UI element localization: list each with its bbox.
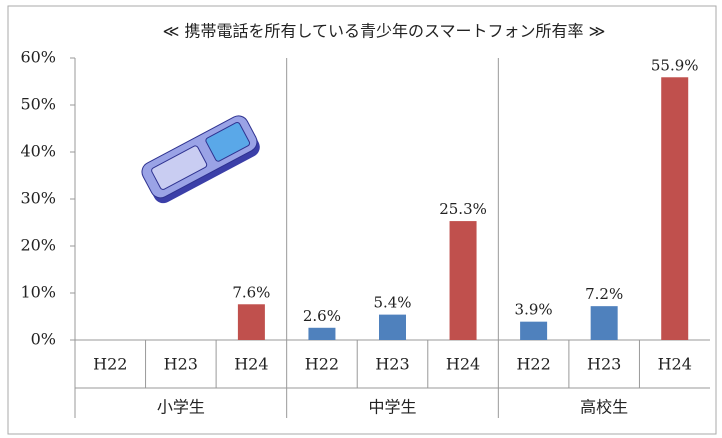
x-tick-label: H23 (164, 355, 198, 374)
x-tick-label: H22 (93, 355, 127, 374)
x-tick-label: H22 (516, 355, 550, 374)
bar (450, 221, 477, 340)
x-tick-label: H23 (375, 355, 409, 374)
y-tick-label: 40% (20, 142, 56, 161)
chart: ≪ 携帯電話を所有している青少年のスマートフォン所有率 ≫ 0% 10% 20% 30… (0, 0, 722, 438)
value-label: 25.3% (439, 200, 487, 218)
y-tick-label: 20% (20, 236, 56, 255)
value-label: 5.4% (373, 294, 411, 312)
chart-title: ≪ 携帯電話を所有している青少年のスマートフォン所有率 ≫ (163, 22, 606, 41)
x-tick-label: H22 (305, 355, 339, 374)
value-label: 7.2% (585, 285, 623, 303)
x-tick-label: H24 (234, 355, 268, 374)
bar (591, 306, 618, 340)
group-label: 中学生 (368, 398, 416, 417)
group-label: 高校生 (580, 398, 628, 417)
y-tick-label: 10% (20, 283, 56, 302)
bar (661, 77, 688, 340)
group-label: 小学生 (157, 398, 205, 417)
bar (379, 315, 406, 340)
y-tick-label: 30% (20, 189, 56, 208)
x-tick-label: H24 (446, 355, 480, 374)
x-tick-label: H23 (587, 355, 621, 374)
value-label: 2.6% (303, 307, 341, 325)
bar (308, 328, 335, 340)
value-label: 3.9% (515, 301, 553, 319)
value-label: 7.6% (232, 283, 270, 301)
x-tick-label: H24 (658, 355, 692, 374)
y-tick-label: 0% (31, 330, 56, 349)
y-tick-label: 60% (20, 48, 56, 67)
y-tick-label: 50% (20, 95, 56, 114)
bar (520, 322, 547, 340)
bar (238, 304, 265, 340)
value-label: 55.9% (651, 56, 699, 74)
